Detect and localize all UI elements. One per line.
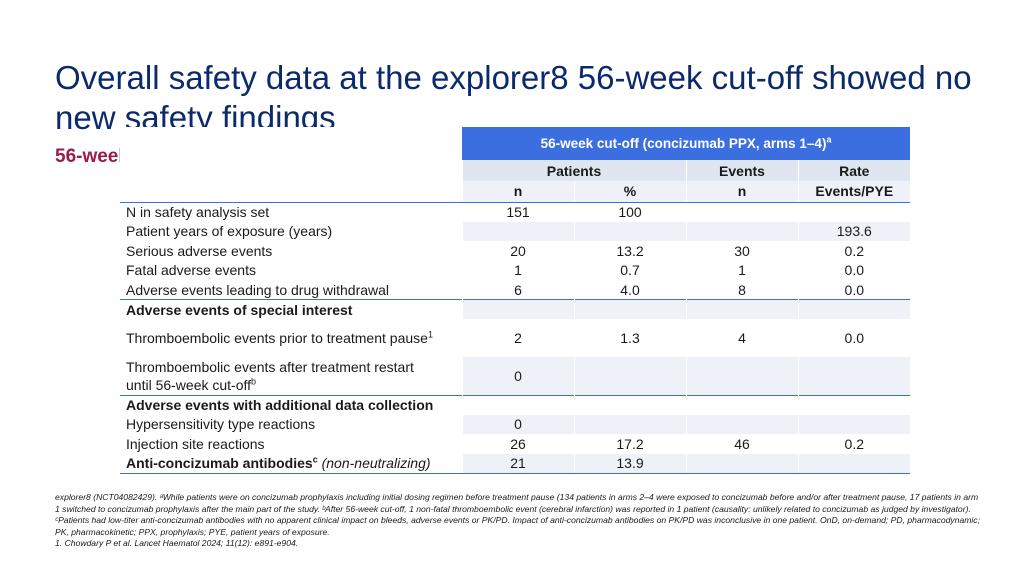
table-row: N in safety analysis set 151 100 <box>120 201 911 222</box>
footnote: explorer8 (NCT04082429). ᵃWhile patients… <box>55 492 985 550</box>
header-main: 56-week cut-off (concizumab PPX, arms 1–… <box>462 127 911 160</box>
subheader-n: n <box>461 181 574 203</box>
table-row: Injection site reactions 26 17.2 46 0.2 <box>120 434 911 454</box>
header-group-events: Events <box>685 160 798 181</box>
header-group-rate: Rate <box>797 160 911 181</box>
table-row: Hypersensitivity type reactions 0 <box>120 414 911 434</box>
safety-table: 56-week cut-off (concizumab PPX, arms 1–… <box>120 127 911 474</box>
subheader-pct: % <box>573 181 686 203</box>
table-row: Thromboembolic events after treatment re… <box>120 357 911 395</box>
section-header-additional-data: Adverse events with additional data coll… <box>120 394 911 415</box>
footnote-text: explorer8 (NCT04082429). ᵃWhile patients… <box>55 492 980 537</box>
table-row: Patient years of exposure (years) 193.6 <box>120 221 911 241</box>
table-row: Thromboembolic events prior to treatment… <box>120 319 911 357</box>
subheader-events-n: n <box>685 181 798 203</box>
header-blank <box>120 127 462 160</box>
footnote-reference: 1. Chowdary P et al. Lancet Haematol 202… <box>55 538 299 549</box>
table-row: Fatal adverse events 1 0.7 1 0.0 <box>120 260 911 280</box>
page-title: Overall safety data at the explorer8 56-… <box>55 59 972 136</box>
table-row: Anti-concizumab antibodiesc (non-neutral… <box>120 453 911 474</box>
table-row: Adverse events leading to drug withdrawa… <box>120 280 911 300</box>
header-group-patients: Patients <box>461 160 686 181</box>
section-header-special-interest: Adverse events of special interest <box>120 299 911 319</box>
table-row: Serious adverse events 20 13.2 30 0.2 <box>120 241 911 261</box>
subheader-rate: Events/PYE <box>797 181 911 203</box>
